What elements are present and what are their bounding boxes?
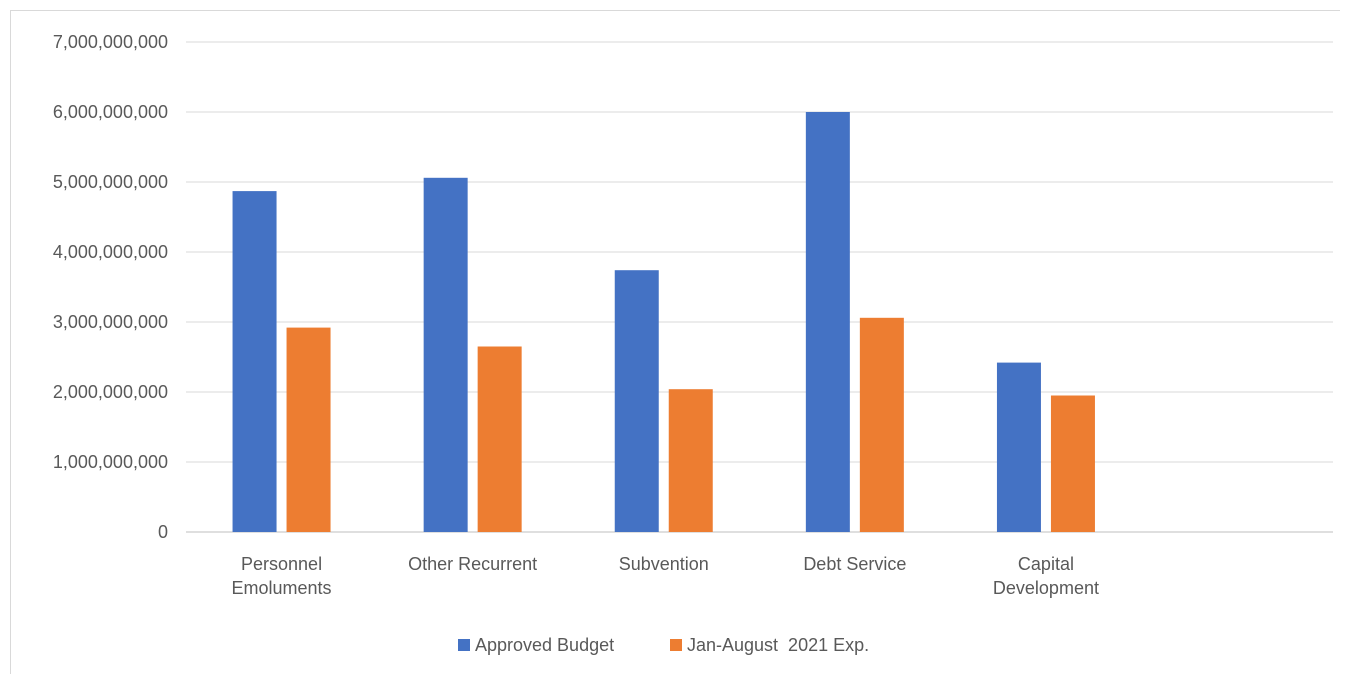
x-category-label: Subvention [619,554,709,574]
bar-approved-budget [996,362,1041,532]
x-category-label: Debt Service [803,554,906,574]
x-category-label: Development [993,578,1099,598]
y-tick-label: 0 [158,522,168,542]
y-tick-label: 5,000,000,000 [53,172,168,192]
bar-expenditure [477,346,522,532]
y-tick-label: 1,000,000,000 [53,452,168,472]
chart-frame [10,10,1340,674]
y-tick-label: 2,000,000,000 [53,382,168,402]
x-category-label: Personnel [241,554,322,574]
y-tick-label: 3,000,000,000 [53,312,168,332]
y-tick-label: 6,000,000,000 [53,102,168,122]
bar-approved-budget [805,112,850,532]
bar-approved-budget [423,177,468,533]
x-category-label: Other Recurrent [408,554,537,574]
gridlines [186,41,1333,533]
bar-expenditure [668,389,713,532]
bar-expenditure [286,327,331,532]
bar-approved-budget [232,191,277,532]
legend-label-approved-budget: Approved Budget [475,635,614,655]
legend: Approved Budget Jan-August 2021 Exp. [458,635,869,655]
bar-expenditure [859,317,904,532]
x-category-label: Emoluments [232,578,332,598]
legend-swatch-expenditure [670,639,682,651]
y-tick-label: 4,000,000,000 [53,242,168,262]
x-axis-labels: Personnel Emoluments Other Recurrent Subven… [232,554,1099,598]
legend-label-expenditure: Jan-August 2021 Exp. [687,635,869,655]
x-category-label: Capital [1018,554,1074,574]
bar-expenditure [1050,395,1095,532]
bar-approved-budget [614,270,659,532]
bars [232,112,1095,533]
y-tick-label: 7,000,000,000 [53,32,168,52]
legend-swatch-approved-budget [458,639,470,651]
y-axis-ticks: 0 1,000,000,000 2,000,000,000 3,000,000,000… [53,32,168,542]
